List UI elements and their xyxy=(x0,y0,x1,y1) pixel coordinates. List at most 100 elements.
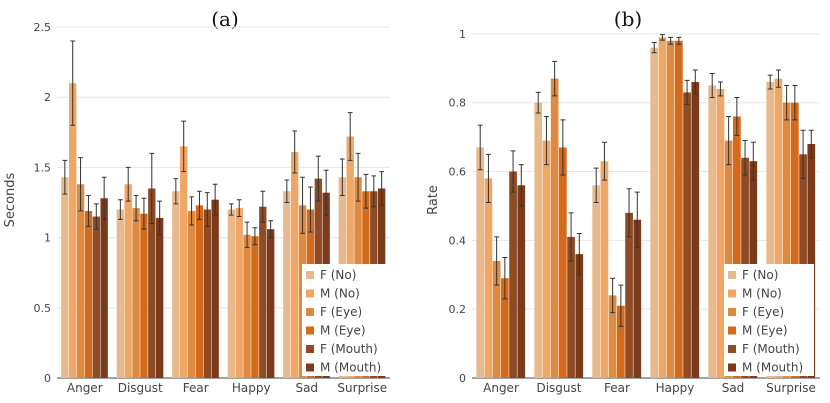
legend-entry: F (Mouth) xyxy=(320,342,378,356)
error-bar xyxy=(101,176,107,220)
y-axis-label: Rate xyxy=(426,185,441,215)
panel-b: (b) Rate 0 0.2 0.4 0.6 0.8 1 Anger Disgust Fear Hap… xyxy=(426,7,820,395)
error-bar xyxy=(252,227,258,246)
y-tick-label: 0.6 xyxy=(449,166,467,179)
error-bar xyxy=(651,41,657,54)
bar xyxy=(608,295,617,378)
bar xyxy=(708,85,717,378)
bar xyxy=(116,209,125,378)
error-bar xyxy=(610,277,616,314)
error-bar xyxy=(379,171,385,206)
y-tick-label: 0.8 xyxy=(449,97,467,110)
legend-box xyxy=(302,264,392,376)
x-tick-label: Disgust xyxy=(536,381,581,395)
error-bar xyxy=(576,232,582,276)
bar xyxy=(617,305,625,378)
bar xyxy=(476,147,485,378)
error-bar xyxy=(268,220,274,239)
bar xyxy=(132,208,140,378)
x-tick-label: Happy xyxy=(232,381,271,395)
bar xyxy=(251,236,259,378)
y-tick-label: 0.4 xyxy=(449,234,467,247)
error-bar xyxy=(212,183,218,216)
error-bar xyxy=(552,60,558,97)
y-axis-label: Seconds xyxy=(3,172,18,227)
legend-entry: M (Mouth) xyxy=(742,361,803,375)
legend-swatch xyxy=(306,363,314,372)
legend-swatch xyxy=(306,308,314,316)
bar xyxy=(666,40,675,378)
error-bar xyxy=(692,69,698,95)
bar xyxy=(633,219,642,378)
error-bar xyxy=(734,97,740,136)
bar xyxy=(542,140,551,378)
legend-swatch xyxy=(306,271,314,279)
error-bar xyxy=(363,173,369,209)
error-bar xyxy=(494,236,500,286)
bar xyxy=(155,217,164,378)
bar xyxy=(61,177,69,378)
bar xyxy=(69,83,77,378)
legend-swatch xyxy=(728,363,736,372)
bar xyxy=(592,185,601,378)
x-tick-label: Surprise xyxy=(766,381,816,395)
error-bar xyxy=(626,188,632,238)
error-bar xyxy=(157,200,163,236)
bar xyxy=(766,82,775,378)
bar xyxy=(227,209,236,378)
error-bar xyxy=(568,212,574,262)
error-bar xyxy=(775,69,781,88)
error-bar xyxy=(510,150,516,193)
bar xyxy=(187,210,196,378)
bar xyxy=(550,78,559,378)
error-bar xyxy=(228,203,234,216)
error-bar xyxy=(308,186,313,233)
legend: F (No) M (No) F (Eye) M (Eye) F (Mouth) M (Mo… xyxy=(724,264,814,376)
bar xyxy=(180,146,188,378)
bar xyxy=(243,234,251,378)
error-bar xyxy=(808,129,814,159)
bar xyxy=(211,199,219,378)
x-tick-label: Anger xyxy=(67,381,103,395)
error-bar xyxy=(767,74,773,90)
bar xyxy=(691,82,700,378)
bar xyxy=(559,147,567,378)
legend-swatch xyxy=(306,326,314,335)
bar xyxy=(266,229,275,378)
error-bar xyxy=(125,166,131,202)
error-bar xyxy=(133,194,139,222)
x-tick-label: Fear xyxy=(604,381,630,395)
error-bar xyxy=(742,140,748,176)
legend-swatch xyxy=(728,289,736,298)
legend-swatch xyxy=(728,326,736,335)
error-bar xyxy=(78,157,83,212)
error-bar xyxy=(204,192,210,227)
bar xyxy=(716,88,725,379)
error-bar xyxy=(800,129,806,179)
x-tick-label: Happy xyxy=(656,381,695,395)
bar xyxy=(203,209,211,378)
error-bar xyxy=(181,120,187,173)
bar xyxy=(625,212,633,378)
y-tick-label: 1 xyxy=(459,28,466,41)
bar xyxy=(509,171,517,378)
error-bar xyxy=(535,91,541,114)
y-tick-label: 0.2 xyxy=(449,303,467,316)
error-bar xyxy=(149,152,155,225)
error-bar xyxy=(792,85,798,121)
error-bar xyxy=(502,257,508,300)
error-bar xyxy=(197,190,202,220)
error-bar xyxy=(284,179,290,203)
legend-entry: F (Eye) xyxy=(320,305,362,319)
error-bar xyxy=(323,169,329,216)
error-bar xyxy=(236,199,242,218)
error-bar xyxy=(315,155,321,202)
bar xyxy=(84,210,93,378)
bar xyxy=(807,144,816,378)
bar xyxy=(195,205,204,378)
error-bar xyxy=(339,158,345,196)
error-bar xyxy=(300,176,305,234)
legend-entry: F (Eye) xyxy=(742,305,784,319)
legend-entry: M (Mouth) xyxy=(320,361,381,375)
